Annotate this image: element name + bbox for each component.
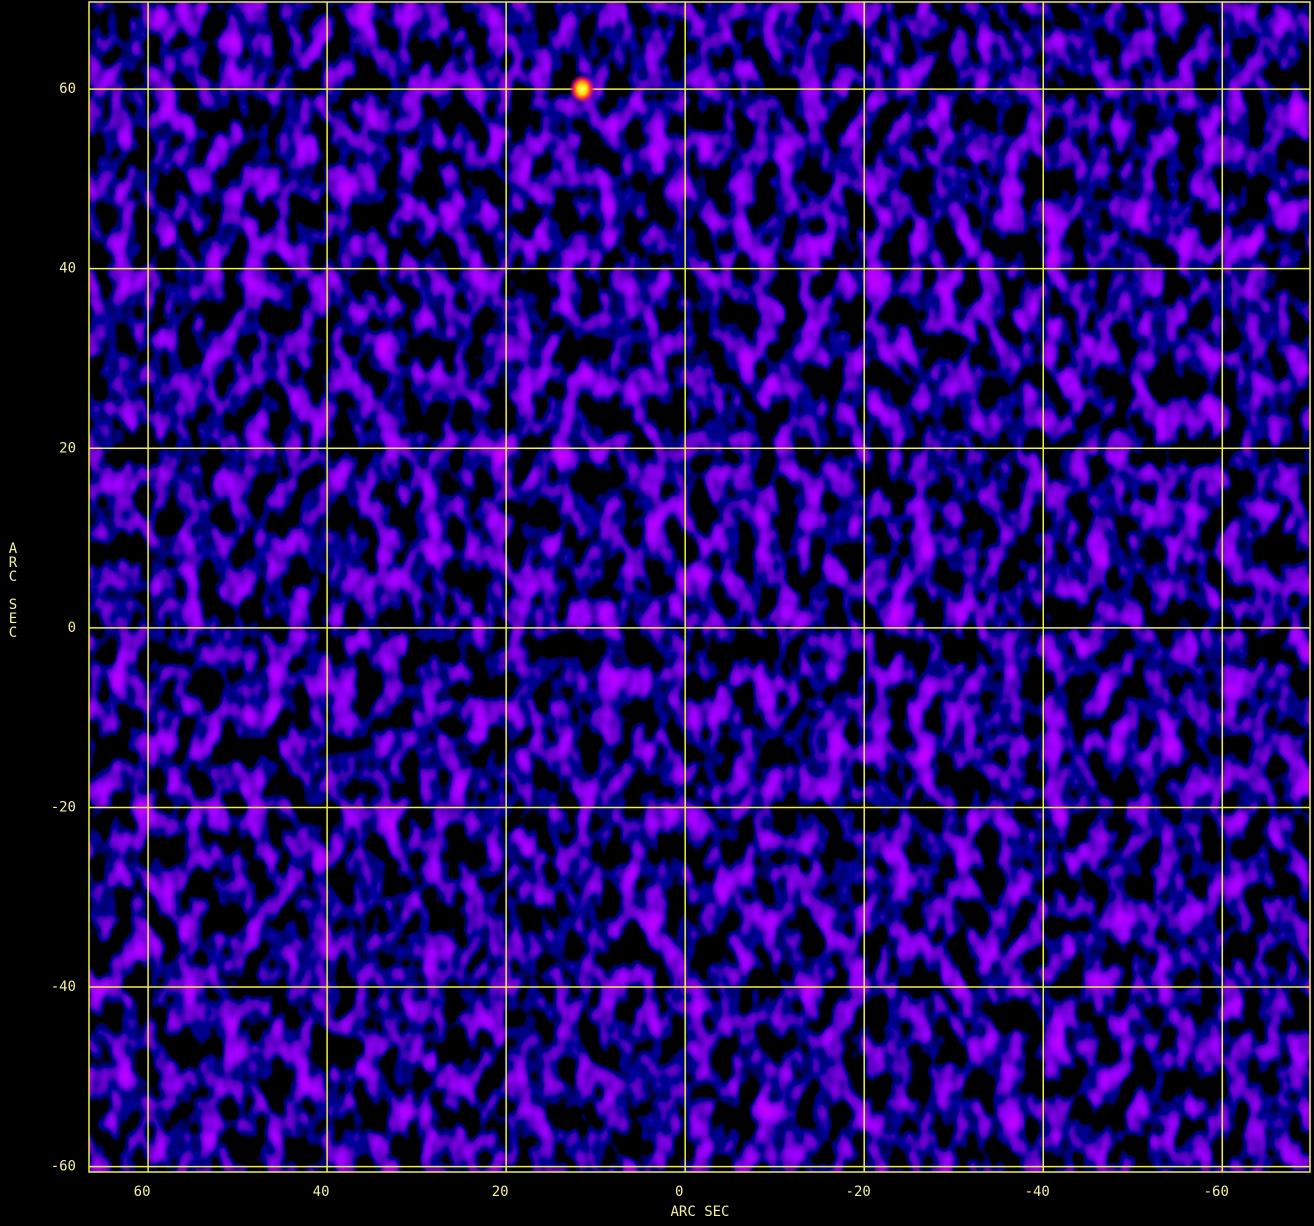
- bright-source: [569, 74, 596, 105]
- y-tick-label: 60: [59, 81, 76, 97]
- y-tick-label: 20: [59, 440, 76, 456]
- x-axis-label: ARC SEC: [670, 1204, 729, 1220]
- y-tick-label: -40: [51, 979, 76, 995]
- y-axis-label: ARC SEC: [5, 541, 21, 639]
- y-tick-label: -60: [51, 1159, 76, 1175]
- x-tick-label: -20: [846, 1184, 871, 1200]
- plot-frame: [88, 1, 1311, 1173]
- y-tick-label: 40: [59, 261, 76, 277]
- x-tick-label: -40: [1025, 1184, 1050, 1200]
- y-tick-label: -20: [51, 799, 76, 815]
- image-noise: [89, 2, 1310, 1172]
- x-tick-label: 40: [313, 1184, 330, 1200]
- x-tick-label: 60: [134, 1184, 151, 1200]
- x-tick-label: 0: [675, 1184, 683, 1200]
- y-tick-label: 0: [68, 620, 76, 636]
- x-tick-label: -60: [1204, 1184, 1229, 1200]
- x-tick-label: 20: [492, 1184, 509, 1200]
